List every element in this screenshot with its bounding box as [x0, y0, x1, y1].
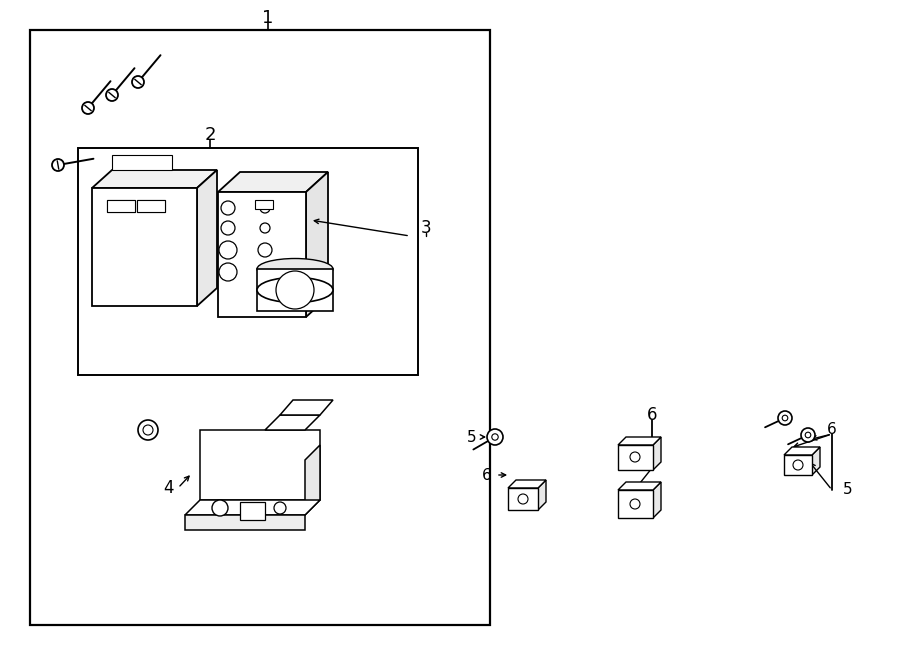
Circle shape — [630, 499, 640, 509]
Polygon shape — [618, 445, 653, 470]
Circle shape — [212, 500, 228, 516]
Polygon shape — [197, 170, 217, 306]
Circle shape — [801, 428, 815, 442]
Polygon shape — [812, 447, 820, 475]
Text: 1: 1 — [262, 9, 274, 27]
Polygon shape — [618, 490, 653, 518]
Polygon shape — [618, 482, 661, 490]
Text: 6: 6 — [827, 422, 837, 438]
Bar — [107, 200, 135, 212]
Text: 6: 6 — [482, 467, 492, 483]
Circle shape — [106, 89, 118, 101]
Circle shape — [274, 502, 286, 514]
Circle shape — [143, 425, 153, 435]
Bar — [137, 200, 165, 212]
Circle shape — [518, 494, 528, 504]
Circle shape — [778, 411, 792, 425]
Polygon shape — [784, 455, 812, 475]
Bar — [107, 200, 135, 212]
Circle shape — [132, 76, 144, 88]
Circle shape — [276, 271, 314, 309]
Bar — [78, 148, 418, 375]
Text: 6: 6 — [647, 406, 657, 424]
Polygon shape — [185, 515, 305, 530]
Text: 3: 3 — [420, 219, 431, 237]
Polygon shape — [92, 188, 197, 306]
Polygon shape — [653, 437, 661, 470]
Text: 2: 2 — [204, 126, 216, 144]
Ellipse shape — [257, 258, 333, 280]
Polygon shape — [306, 172, 328, 317]
Polygon shape — [200, 430, 320, 500]
Circle shape — [491, 434, 499, 440]
Text: 4: 4 — [163, 479, 173, 497]
Bar — [30, 30, 490, 625]
Circle shape — [487, 429, 503, 445]
Circle shape — [221, 221, 235, 235]
Polygon shape — [92, 170, 217, 188]
Polygon shape — [265, 415, 320, 430]
Polygon shape — [218, 192, 306, 317]
Circle shape — [82, 102, 94, 114]
Text: 5: 5 — [467, 430, 477, 444]
Bar — [112, 155, 172, 170]
Circle shape — [52, 159, 64, 171]
Circle shape — [260, 223, 270, 233]
Circle shape — [630, 452, 640, 462]
Bar — [137, 200, 165, 212]
Bar — [240, 502, 265, 520]
Bar — [257, 269, 333, 311]
Ellipse shape — [257, 278, 333, 303]
Polygon shape — [508, 480, 546, 488]
Circle shape — [782, 415, 788, 421]
Circle shape — [258, 243, 272, 257]
Circle shape — [219, 241, 237, 259]
Polygon shape — [305, 445, 320, 515]
Bar — [255, 200, 273, 209]
Polygon shape — [218, 172, 328, 192]
Polygon shape — [784, 447, 820, 455]
Circle shape — [806, 432, 811, 438]
Polygon shape — [508, 488, 538, 510]
Polygon shape — [653, 482, 661, 518]
Polygon shape — [185, 500, 320, 515]
Circle shape — [221, 201, 235, 215]
Circle shape — [260, 203, 270, 213]
Polygon shape — [280, 400, 333, 415]
Circle shape — [219, 263, 237, 281]
Text: 5: 5 — [843, 483, 853, 498]
Circle shape — [138, 420, 158, 440]
Polygon shape — [618, 437, 661, 445]
Polygon shape — [538, 480, 546, 510]
Circle shape — [793, 460, 803, 470]
